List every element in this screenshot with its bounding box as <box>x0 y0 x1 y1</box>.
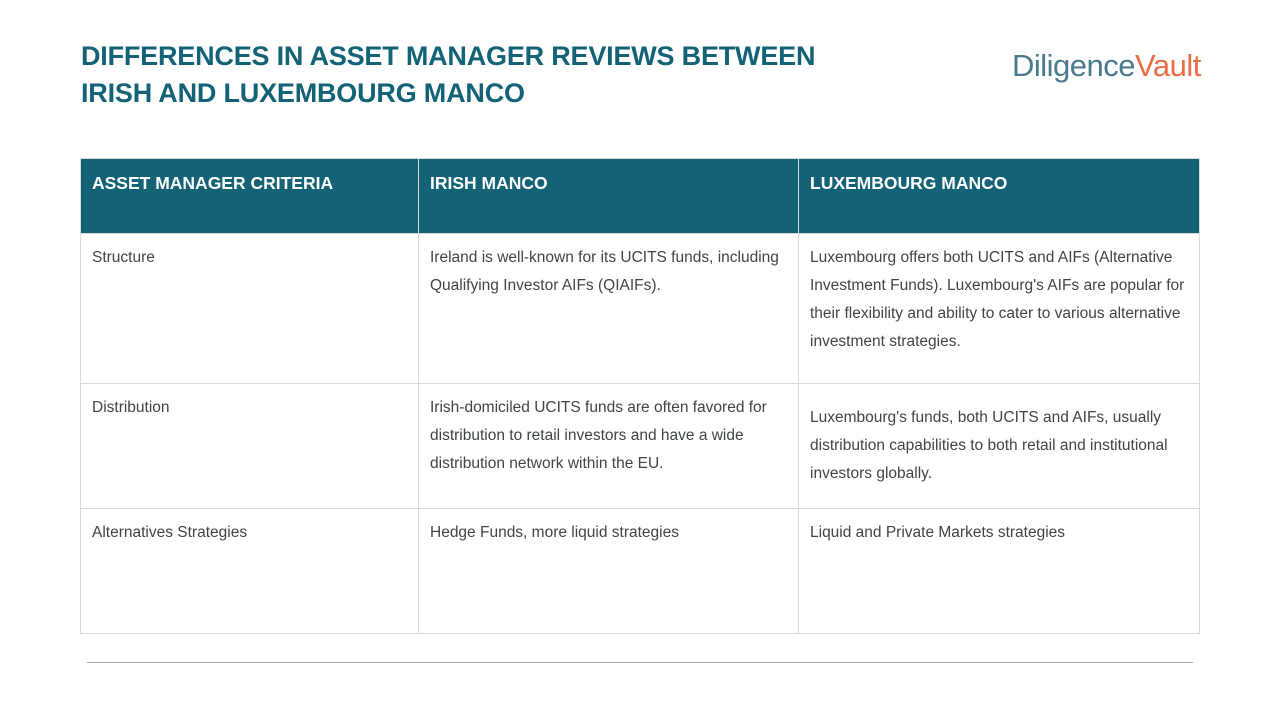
page-title: DIFFERENCES IN ASSET MANAGER REVIEWS BET… <box>81 38 941 112</box>
footer-divider-line <box>87 662 1193 663</box>
cell-distribution-criteria: Distribution <box>80 383 419 509</box>
logo-text-vault: Vault <box>1135 48 1201 83</box>
table-row-distribution: Distribution Irish-domiciled UCITS funds… <box>80 383 1200 509</box>
cell-alternatives-criteria: Alternatives Strategies <box>80 508 419 634</box>
column-header-criteria: ASSET MANAGER CRITERIA <box>80 158 419 234</box>
cell-structure-luxembourg: Luxembourg offers both UCITS and AIFs (A… <box>798 233 1200 384</box>
cell-alternatives-luxembourg: Liquid and Private Markets strategies <box>798 508 1200 634</box>
cell-distribution-irish: Irish-domiciled UCITS funds are often fa… <box>418 383 799 509</box>
column-header-irish-manco: IRISH MANCO <box>418 158 799 234</box>
logo-text-diligence: Diligence <box>1012 48 1136 83</box>
comparison-table: ASSET MANAGER CRITERIA IRISH MANCO LUXEM… <box>80 158 1200 634</box>
table-row-alternatives-strategies: Alternatives Strategies Hedge Funds, mor… <box>80 508 1200 634</box>
cell-structure-criteria: Structure <box>80 233 419 384</box>
diligencevault-logo: DiligenceVault <box>1012 48 1201 84</box>
table-header-row: ASSET MANAGER CRITERIA IRISH MANCO LUXEM… <box>80 158 1200 234</box>
page-title-line-2: IRISH AND LUXEMBOURG MANCO <box>81 78 525 108</box>
column-header-luxembourg-manco: LUXEMBOURG MANCO <box>798 158 1200 234</box>
table-row-structure: Structure Ireland is well-known for its … <box>80 233 1200 384</box>
page-title-line-1: DIFFERENCES IN ASSET MANAGER REVIEWS BET… <box>81 41 816 71</box>
cell-structure-irish: Ireland is well-known for its UCITS fund… <box>418 233 799 384</box>
cell-alternatives-irish: Hedge Funds, more liquid strategies <box>418 508 799 634</box>
cell-distribution-luxembourg: Luxembourg's funds, both UCITS and AIFs,… <box>798 383 1200 509</box>
